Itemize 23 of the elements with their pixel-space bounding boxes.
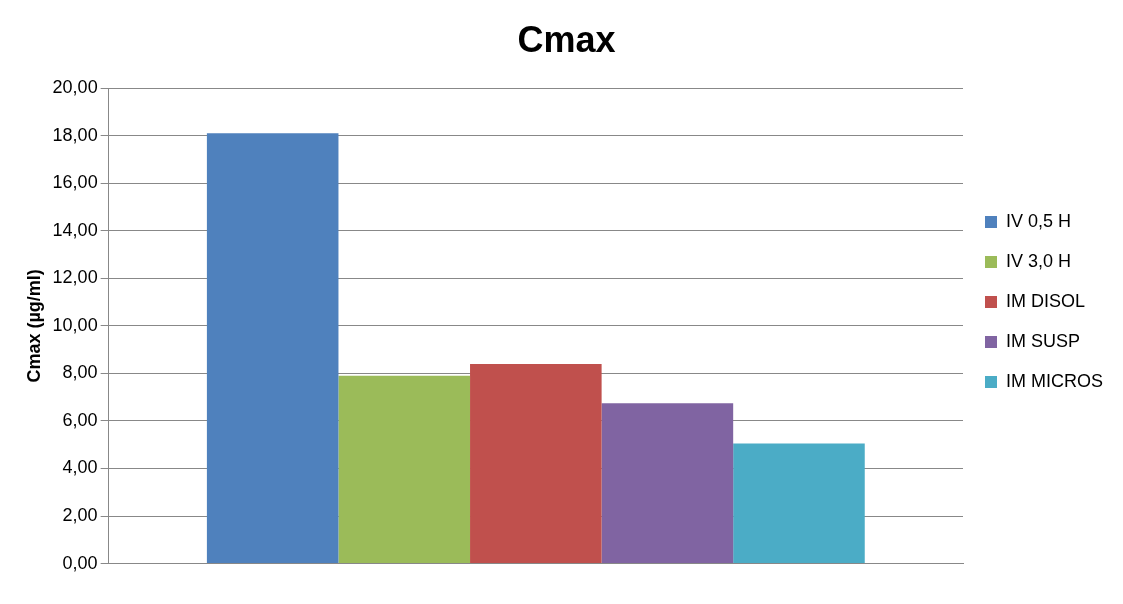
- bar: [206, 133, 339, 564]
- y-tick-label: 12,00: [52, 267, 98, 288]
- legend-label: IV 3,0 H: [1006, 250, 1072, 271]
- y-tick-label: 20,00: [52, 77, 98, 98]
- bar: [470, 363, 602, 564]
- y-tick-label: 14,00: [52, 219, 98, 240]
- bar: [338, 375, 471, 564]
- y-tick-label: 6,00: [62, 409, 98, 430]
- y-tick-label: 10,00: [52, 314, 98, 335]
- bar: [601, 403, 734, 564]
- legend-label: IM SUSP: [1006, 330, 1081, 351]
- y-tick-label: 18,00: [52, 124, 98, 145]
- y-tick-label: 16,00: [52, 172, 98, 193]
- legend-label: IM MICROS: [1006, 370, 1103, 391]
- bar: [733, 443, 865, 564]
- y-tick-label: 2,00: [62, 505, 98, 526]
- legend-label: IV 0,5 H: [1006, 210, 1072, 231]
- y-tick-label: 4,00: [62, 457, 98, 478]
- chart-title: Cmax: [517, 18, 616, 60]
- y-tick-label: 0,00: [62, 552, 98, 573]
- y-tick-label: 8,00: [62, 362, 98, 383]
- legend-label: IM DISOL: [1006, 290, 1086, 311]
- y-axis-title: Cmax (µg/ml): [23, 269, 44, 383]
